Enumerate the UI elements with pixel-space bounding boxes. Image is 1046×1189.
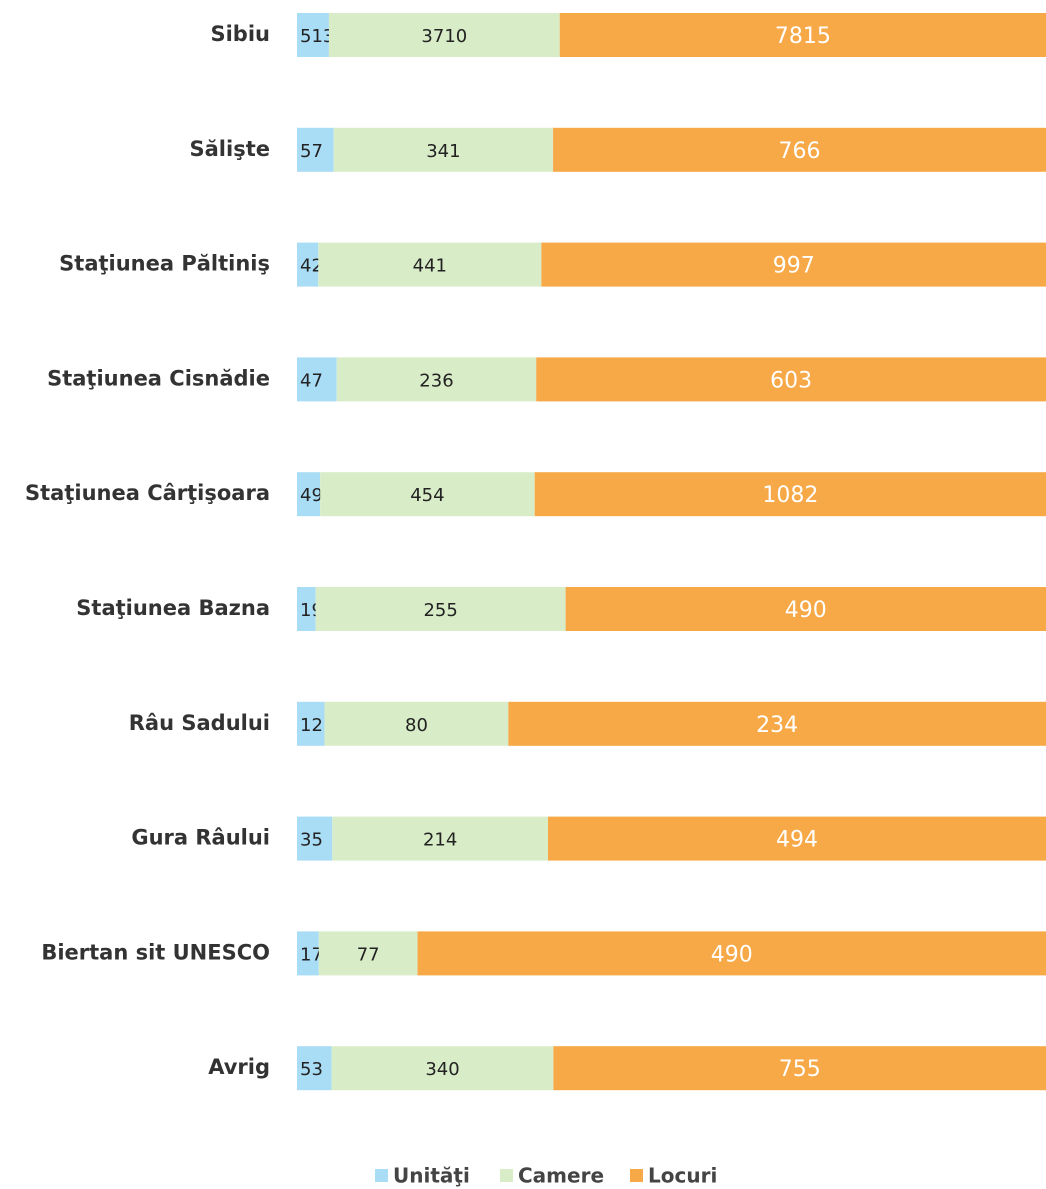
value-label: 513 [300,26,334,47]
bar-segment [328,13,560,57]
category-label: Biertan sit UNESCO [41,940,270,964]
bar-segment [297,472,321,517]
bar-segment [553,1046,1046,1091]
bar-segment [297,242,319,287]
value-label: 236 [419,370,453,391]
category-label: Sălişte [190,137,270,161]
value-label: 80 [405,715,428,736]
category-label: Sibiu [210,22,270,46]
value-label: 454 [410,485,444,506]
legend-label: Locuri [648,1164,717,1188]
bar-segment [559,13,1046,57]
value-label: 997 [773,254,815,279]
bar-segment [320,472,535,517]
value-label: 53 [300,1059,323,1080]
category-label: Staţiunea Bazna [76,596,270,620]
value-label: 3710 [421,26,467,47]
bar-segment [297,1046,332,1091]
value-label: 7815 [775,24,831,49]
category-label: Gura Râului [131,826,270,850]
legend-swatch [375,1169,388,1182]
value-label: 77 [357,944,380,965]
value-label: 234 [756,713,798,738]
bar-segment [318,931,418,976]
bar-segment [297,816,333,861]
bar-segment [541,242,1046,287]
value-label: 57 [300,141,323,162]
bar-segment [297,701,325,746]
legend-swatch [500,1169,513,1182]
bar-segment [333,127,554,172]
value-label: 255 [423,600,457,621]
bar-segment [508,701,1046,746]
value-label: 49 [300,485,323,506]
bar-segment [297,587,316,631]
category-label: Avrig [208,1055,270,1079]
bar-segment [315,587,566,631]
value-label: 47 [300,370,323,391]
value-label: 17 [300,944,323,965]
bar-segment [297,357,337,402]
bar-segment [565,587,1046,631]
value-label: 42 [300,256,323,277]
category-label: Staţiunea Păltiniş [59,252,270,276]
value-label: 1082 [762,483,818,508]
value-label: 35 [300,830,323,851]
value-label: 494 [776,828,818,853]
legend-label: Unităţi [393,1164,470,1188]
bar-segment [336,357,537,402]
bar-segment [318,242,542,287]
bar-segment [332,816,549,861]
legend-label: Camere [518,1164,604,1188]
value-label: 490 [711,942,753,967]
value-label: 755 [779,1057,821,1082]
category-label: Staţiunea Cisnădie [47,366,270,390]
bar-segment [536,357,1046,402]
value-label: 766 [779,139,821,164]
category-label: Râu Sadului [129,711,270,735]
bar-segment [553,127,1046,172]
value-label: 12 [300,715,323,736]
bar-segment [297,127,334,172]
bar-segment [324,701,509,746]
bar-segment [297,13,329,57]
value-label: 490 [785,598,827,623]
value-label: 214 [423,830,457,851]
category-label: Staţiunea Cârţişoara [25,481,270,505]
bar-segment [534,472,1046,517]
bar-segment [331,1046,554,1091]
value-label: 603 [770,368,812,393]
bar-segment [297,931,319,976]
value-label: 441 [413,256,447,277]
bar-segment [417,931,1046,976]
value-label: 341 [426,141,460,162]
bar-segment [548,816,1046,861]
value-label: 340 [425,1059,459,1080]
legend-swatch [630,1169,643,1182]
